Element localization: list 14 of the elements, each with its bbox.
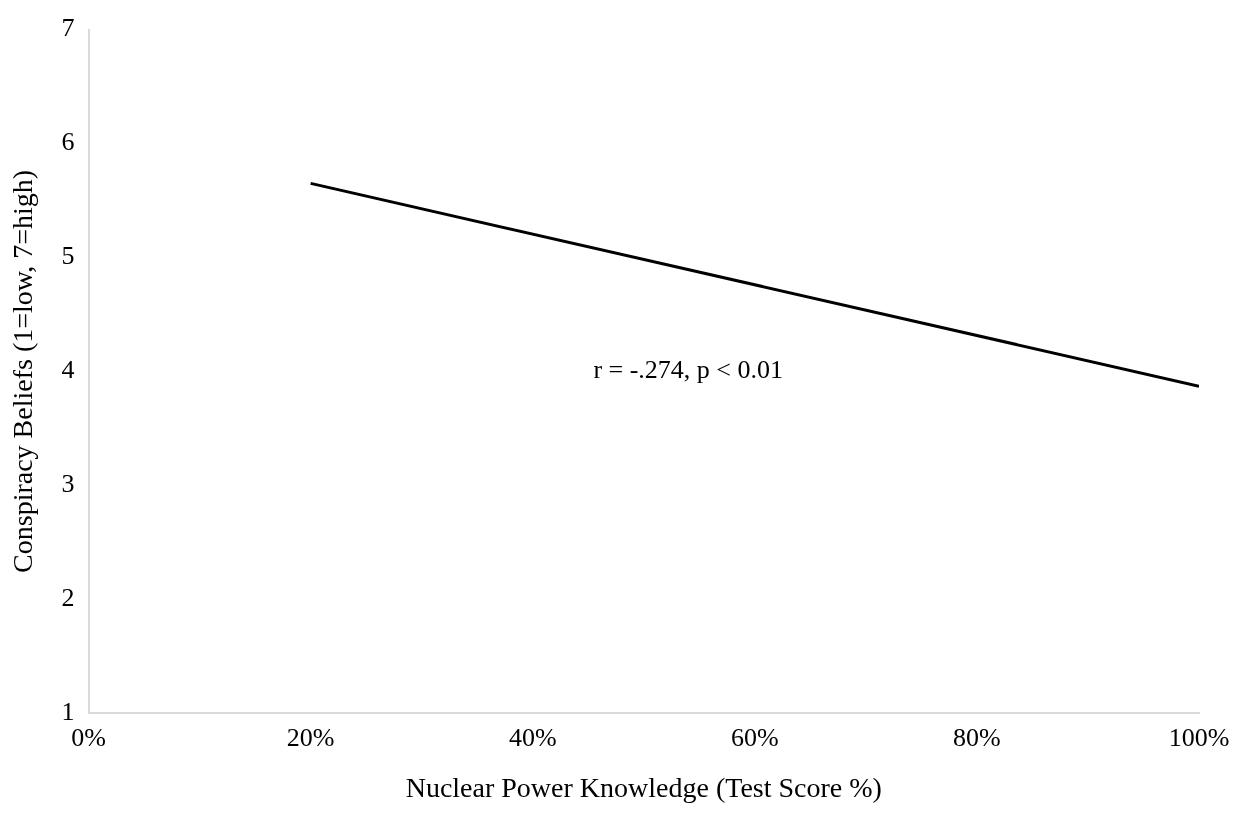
x-tick-label: 80%	[953, 722, 1001, 752]
y-tick-label: 4	[61, 355, 75, 385]
y-tick-label: 3	[61, 469, 75, 499]
x-tick-label: 60%	[731, 722, 779, 752]
x-tick-label: 40%	[508, 722, 557, 752]
x-tick-label: 100%	[1168, 722, 1230, 752]
x-axis-title: Nuclear Power Knowledge (Test Score %)	[405, 771, 882, 803]
y-tick-label: 5	[61, 241, 75, 271]
y-axis-title: Conspiracy Beliefs (1=low, 7=high)	[7, 169, 39, 573]
y-tick-label: 6	[61, 127, 75, 157]
x-tick-label: 20%	[286, 722, 335, 752]
y-tick-label: 7	[61, 13, 75, 43]
y-tick-label: 2	[61, 583, 75, 613]
annotation: r = -.274, p < 0.01	[593, 355, 784, 385]
